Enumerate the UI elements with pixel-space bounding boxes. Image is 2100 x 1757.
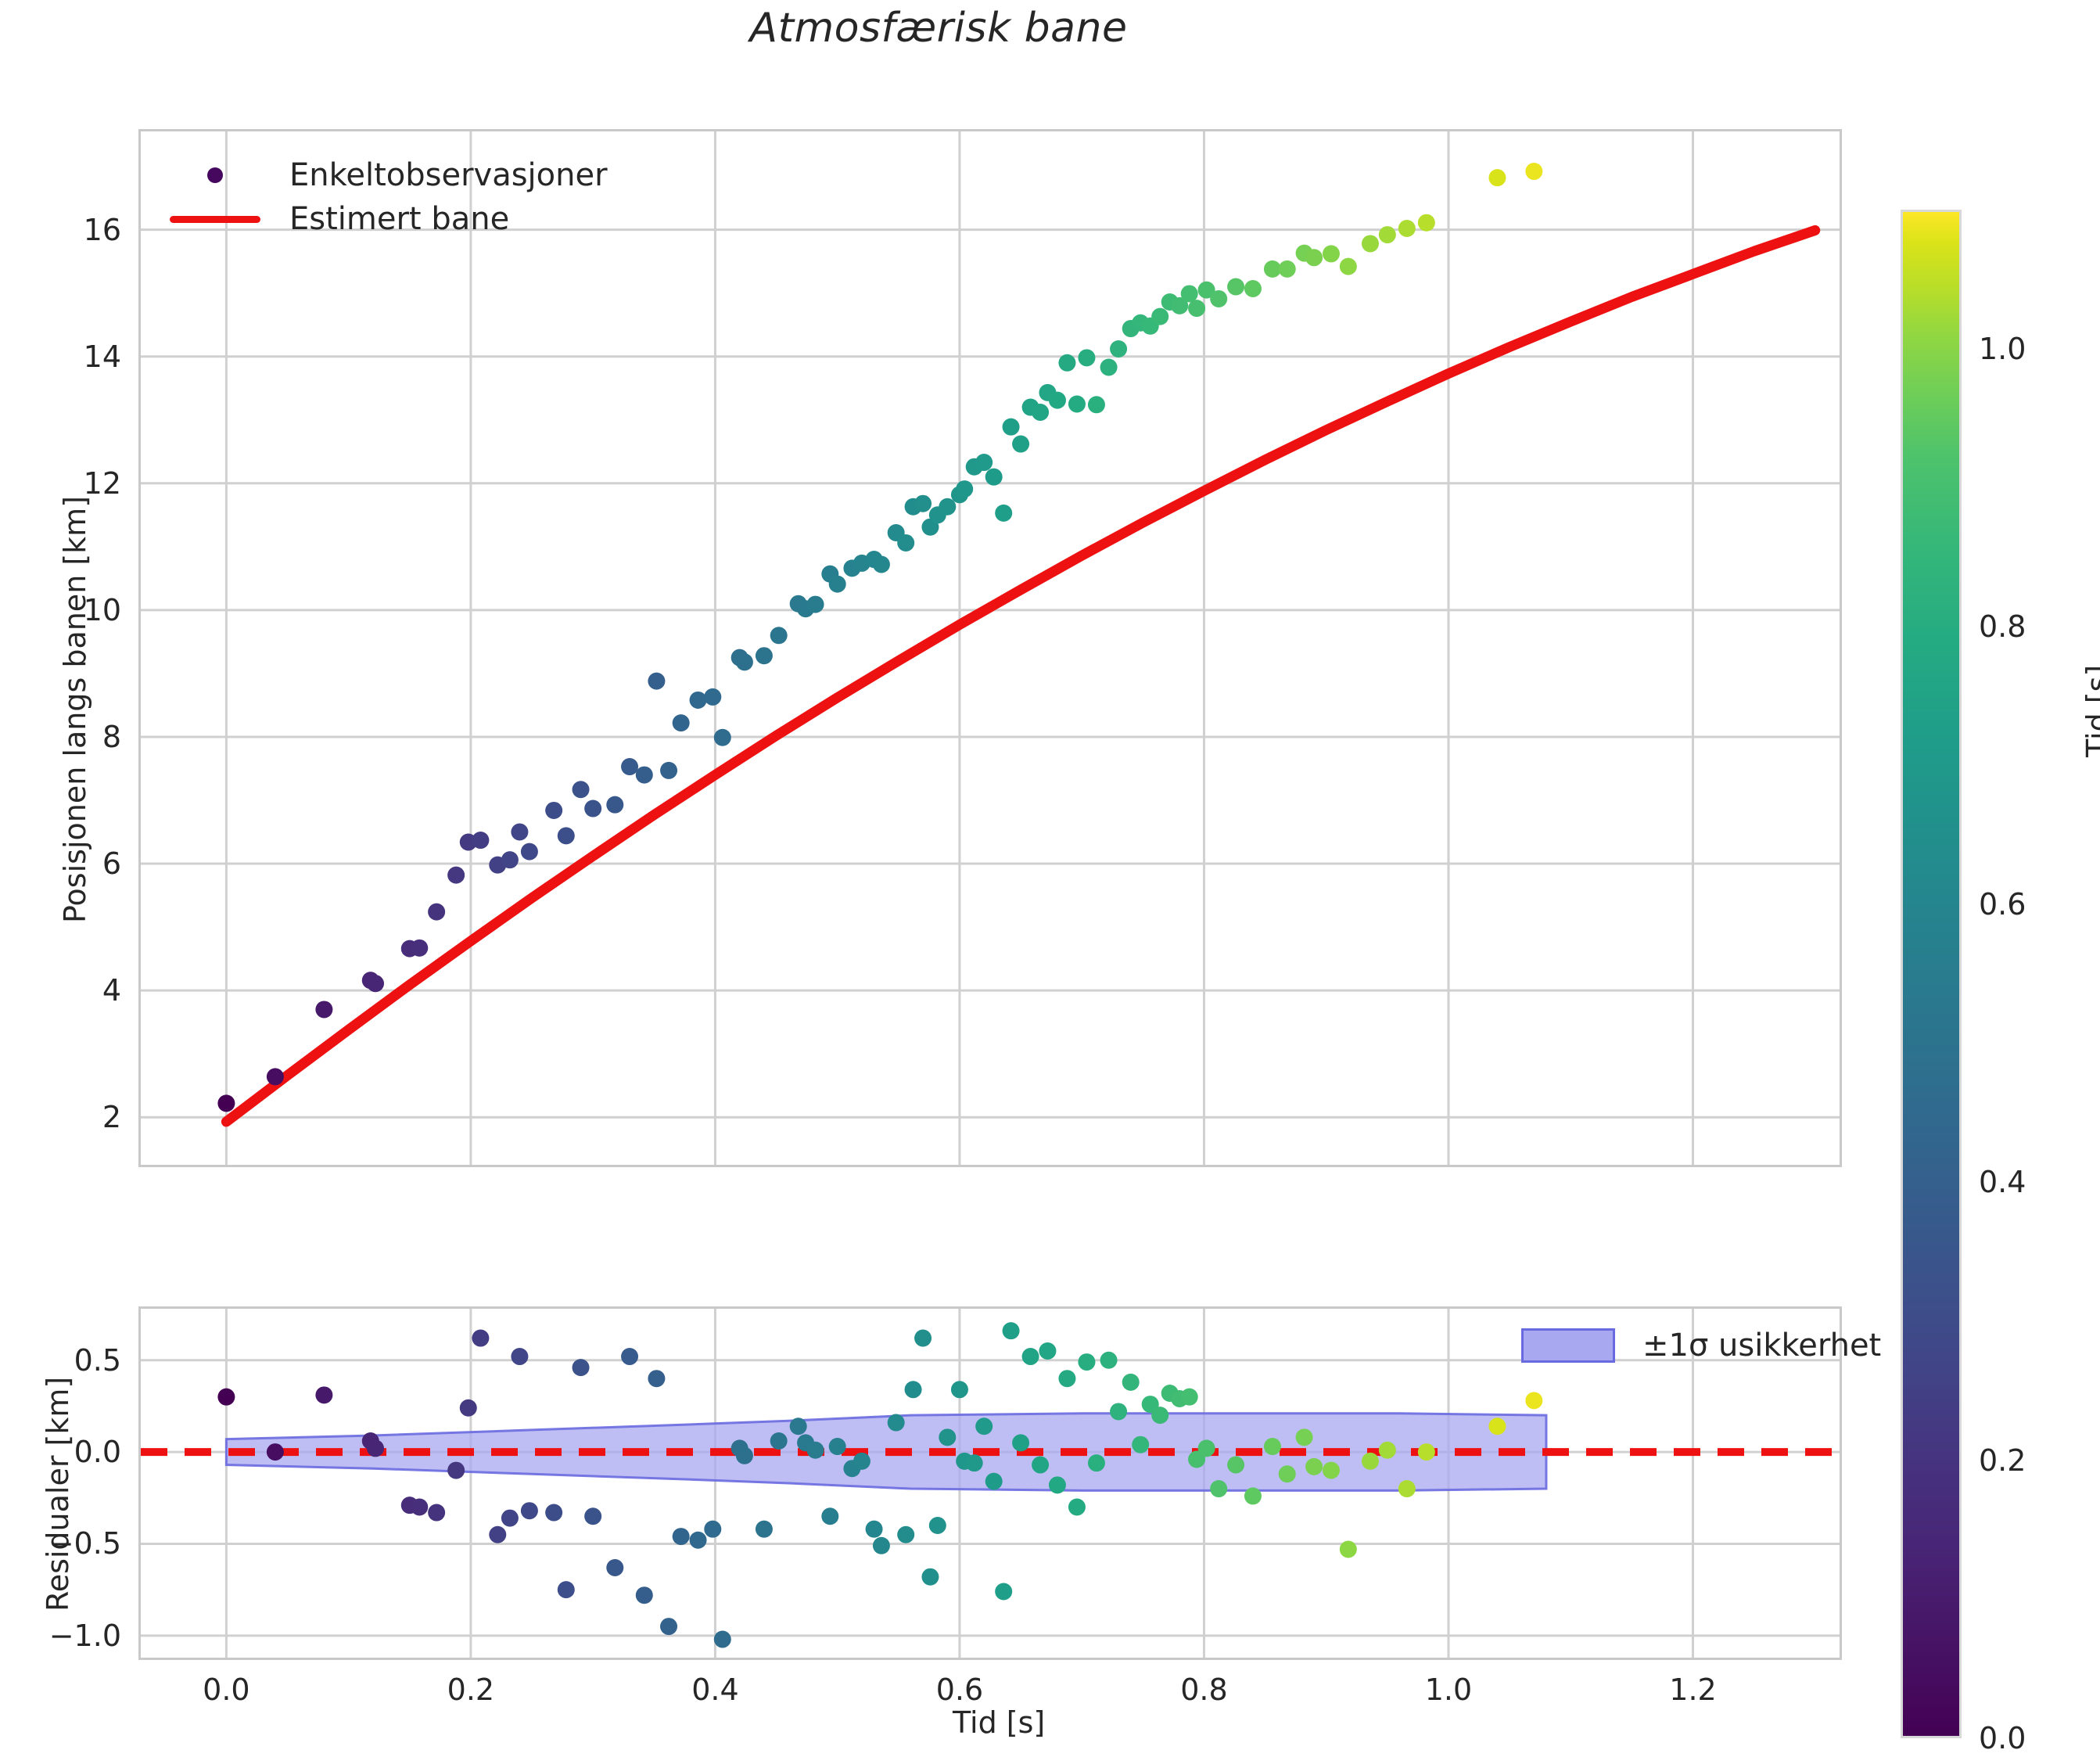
colorbar-tick-label: 0.6 xyxy=(1979,887,2026,922)
colorbar-tick-label: 0.2 xyxy=(1979,1443,2026,1478)
y-tick-label: 12 xyxy=(83,465,121,501)
y-tick-label: −0.5 xyxy=(48,1526,121,1561)
main-y-axis-label: Posisjonen langs banen [km] xyxy=(58,495,92,923)
colorbar-tick-label: 0.0 xyxy=(1979,1721,2026,1755)
y-tick-label: 2 xyxy=(102,1100,121,1135)
y-tick-label: 0.0 xyxy=(74,1435,121,1470)
y-tick-label: 14 xyxy=(83,339,121,374)
main-trajectory-panel xyxy=(138,129,1842,1167)
residual-legend: ±1σ usikkerhet xyxy=(1509,1324,1881,1367)
y-tick-label: 10 xyxy=(83,592,121,627)
main-plot-svg xyxy=(141,131,1840,1165)
x-tick-label: 0.2 xyxy=(447,1673,495,1707)
x-tick-label: 0.6 xyxy=(935,1673,984,1707)
y-tick-label: 8 xyxy=(102,719,121,754)
colorbar-gradient xyxy=(1901,210,1962,1738)
legend-item-fit[interactable]: Estimert bane xyxy=(156,197,608,241)
y-tick-label: 0.5 xyxy=(74,1342,121,1378)
colorbar-tick-label: 0.8 xyxy=(1979,609,2026,644)
legend-label-uncertainty: ±1σ usikkerhet xyxy=(1642,1328,1882,1364)
colorbar-label: Tid [s] xyxy=(2080,664,2100,757)
x-tick-label: 0.4 xyxy=(691,1673,739,1707)
legend-label-fit: Estimert bane xyxy=(289,201,510,237)
colorbar-tick-label: 0.4 xyxy=(1979,1165,2026,1200)
main-legend: Enkeltobservasjoner Estimert bane xyxy=(156,153,608,241)
residual-y-axis-label: Residualer [km] xyxy=(41,1376,75,1611)
legend-item-observations[interactable]: Enkeltobservasjoner xyxy=(156,153,608,197)
y-tick-label: −1.0 xyxy=(48,1618,121,1653)
x-tick-label: 1.2 xyxy=(1669,1673,1717,1707)
residual-plot-svg xyxy=(141,1309,1840,1658)
x-tick-label: 0.8 xyxy=(1180,1673,1228,1707)
x-axis-label: Tid [s] xyxy=(953,1705,1046,1740)
y-tick-label: 16 xyxy=(83,212,121,247)
y-tick-label: 4 xyxy=(102,973,121,1008)
band-patch-icon xyxy=(1509,1328,1627,1363)
residual-panel xyxy=(138,1306,1842,1660)
line-swatch-icon xyxy=(156,215,274,223)
colorbar-tick-label: 1.0 xyxy=(1979,331,2026,366)
x-tick-label: 1.0 xyxy=(1424,1673,1473,1707)
legend-item-uncertainty[interactable]: ±1σ usikkerhet xyxy=(1509,1324,1881,1367)
y-tick-label: 6 xyxy=(102,846,121,882)
page-title: Atmosfærisk bane xyxy=(749,5,1128,52)
x-tick-label: 0.0 xyxy=(203,1673,250,1707)
colorbar[interactable]: 0.0 0.2 0.4 0.6 0.8 1.0 Tid [s] xyxy=(1901,210,2100,1755)
scatter-marker-icon xyxy=(156,167,274,183)
legend-label-observations: Enkeltobservasjoner xyxy=(289,157,608,193)
